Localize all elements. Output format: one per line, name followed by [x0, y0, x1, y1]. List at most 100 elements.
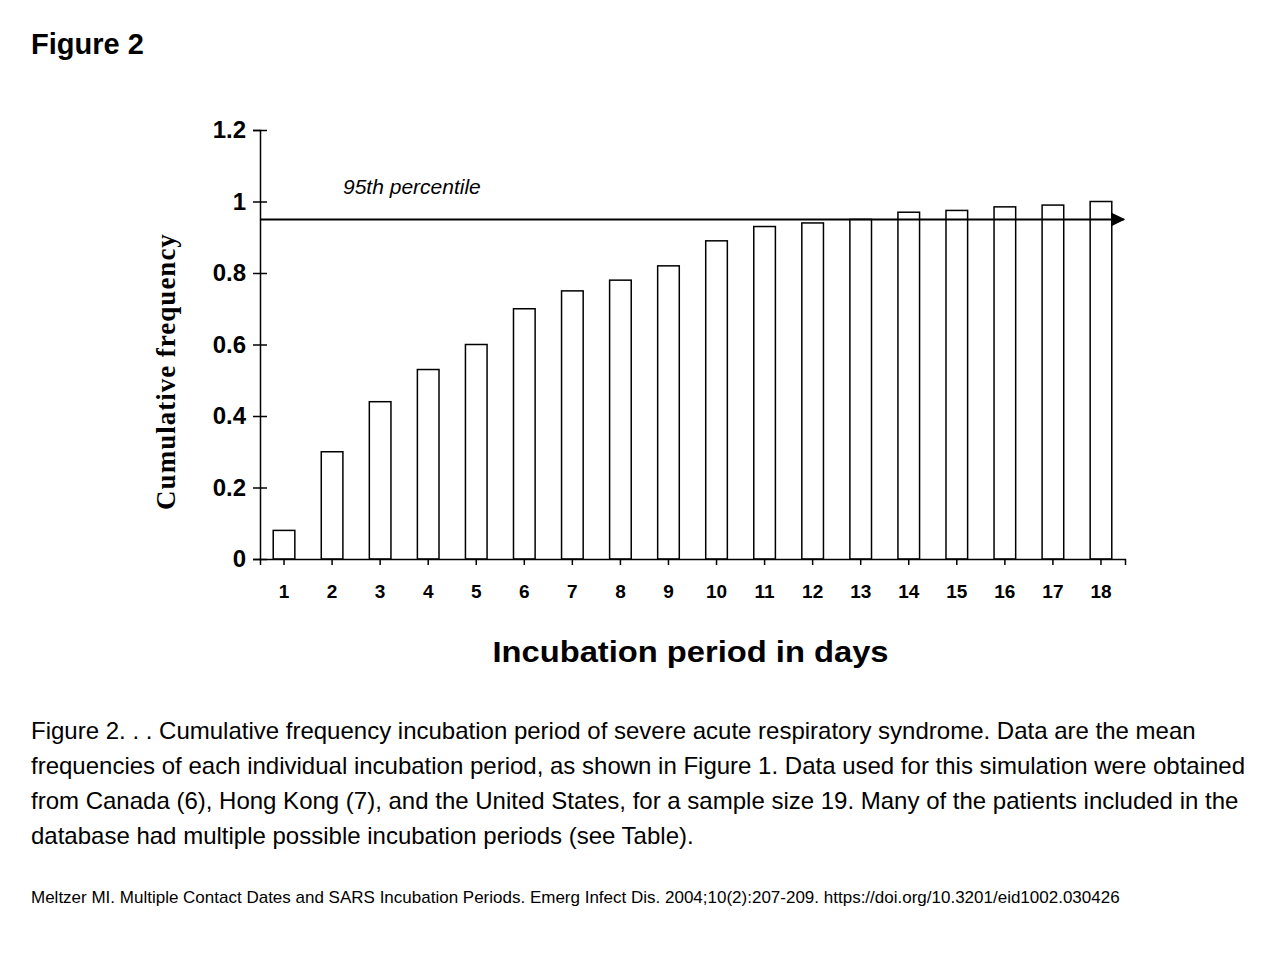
x-tick: 12	[802, 559, 823, 602]
x-tick: 13	[850, 559, 871, 602]
x-tick-mark	[908, 559, 910, 565]
bar	[321, 452, 343, 559]
y-tick: 0	[233, 545, 267, 572]
bar	[465, 345, 487, 560]
bar	[273, 530, 295, 559]
x-tick: 14	[898, 559, 920, 602]
x-tick-label: 2	[327, 581, 338, 602]
bar	[946, 210, 968, 559]
x-tick: 16	[994, 559, 1015, 602]
y-tick-label: 0.4	[213, 402, 247, 429]
x-axis: 123456789101112131415161718	[261, 559, 1126, 602]
y-tick-label: 0	[233, 545, 246, 572]
bar	[369, 402, 391, 559]
bar	[850, 219, 872, 559]
bar	[898, 212, 920, 559]
x-tick-label: 16	[994, 581, 1015, 602]
x-tick-label: 7	[567, 581, 578, 602]
x-tick-label: 12	[802, 581, 823, 602]
y-tick: 0.8	[213, 259, 267, 286]
x-tick-mark	[764, 559, 766, 565]
x-tick-label: 8	[615, 581, 626, 602]
x-tick-mark	[668, 559, 670, 565]
y-tick-mark	[253, 344, 267, 346]
y-tick-mark	[253, 130, 267, 132]
source: Meltzer MI. Multiple Contact Dates and S…	[31, 888, 1271, 908]
x-tick-mark	[1052, 559, 1054, 565]
y-tick-label: 0.6	[213, 331, 246, 358]
y-tick: 1.2	[213, 116, 267, 143]
bar	[658, 266, 680, 559]
x-tick: 8	[615, 559, 626, 602]
y-tick-label: 1	[233, 188, 246, 215]
x-tick-mark	[572, 559, 574, 565]
x-tick-mark	[716, 559, 718, 565]
x-tick-mark	[860, 559, 862, 565]
bar	[994, 207, 1016, 559]
bar	[417, 370, 439, 559]
x-tick-label: 9	[663, 581, 674, 602]
chart: 95th percentile00.20.40.60.811.212345678…	[0, 0, 1280, 960]
x-tick-label: 6	[519, 581, 530, 602]
x-tick: 18	[1090, 559, 1111, 602]
x-tick-label: 13	[850, 581, 871, 602]
x-tick-mark	[620, 559, 622, 565]
x-tick-label: 15	[946, 581, 968, 602]
bar	[610, 280, 632, 559]
x-axis-title: Incubation period in days	[493, 635, 889, 668]
bar	[802, 223, 824, 559]
x-tick: 11	[755, 559, 776, 602]
x-tick-mark	[427, 559, 429, 565]
x-tick-mark	[283, 559, 285, 565]
y-tick-label: 0.8	[213, 259, 246, 286]
x-tick-mark	[956, 559, 958, 565]
y-tick-label: 0.2	[213, 474, 246, 501]
x-tick-mark	[812, 559, 814, 565]
bar	[1090, 202, 1112, 560]
y-tick: 1	[233, 188, 267, 215]
bar	[1042, 205, 1064, 559]
x-tick: 5	[471, 559, 482, 602]
x-tick: 4	[423, 559, 434, 602]
x-tick-label: 17	[1042, 581, 1063, 602]
x-tick: 3	[375, 559, 386, 602]
x-tick-label: 3	[375, 581, 386, 602]
x-tick-mark	[476, 559, 478, 565]
x-tick-label: 11	[755, 581, 776, 602]
y-tick: 0.2	[213, 474, 267, 501]
y-tick: 0.6	[213, 331, 267, 358]
bar	[513, 309, 535, 559]
x-axis-line	[261, 560, 1126, 566]
x-tick-mark	[331, 559, 333, 565]
x-tick-mark	[379, 559, 381, 565]
y-tick-mark	[253, 416, 267, 418]
y-tick: 0.4	[213, 402, 267, 429]
annotation-text: 95th percentile	[343, 175, 481, 198]
x-tick: 1	[279, 559, 290, 602]
y-tick-mark	[253, 487, 267, 489]
bar	[562, 291, 584, 559]
caption: Figure 2. . . Cumulative frequency incub…	[31, 713, 1266, 853]
y-axis-title: Cumulative frequency	[151, 233, 181, 510]
x-tick-label: 14	[898, 581, 920, 602]
x-tick-label: 10	[706, 581, 727, 602]
figure-title: Figure 2	[31, 28, 144, 61]
x-tick-label: 5	[471, 581, 482, 602]
x-tick: 10	[706, 559, 727, 602]
x-tick-mark	[1004, 559, 1006, 565]
y-tick-mark	[253, 201, 267, 203]
x-tick: 9	[663, 559, 674, 602]
x-tick-label: 18	[1090, 581, 1111, 602]
x-tick-mark	[524, 559, 526, 565]
x-tick: 6	[519, 559, 530, 602]
x-tick-mark	[1100, 559, 1102, 565]
x-tick-label: 1	[279, 581, 290, 602]
bar	[706, 241, 728, 559]
y-tick-label: 1.2	[213, 116, 246, 143]
x-tick-label: 4	[423, 581, 434, 602]
bar	[754, 227, 776, 559]
plot-area	[260, 202, 1124, 560]
x-tick: 15	[946, 559, 968, 602]
x-tick: 7	[567, 559, 578, 602]
y-axis: 0 0.2 0.4 0.6 0.8 1 1.2	[213, 116, 267, 572]
